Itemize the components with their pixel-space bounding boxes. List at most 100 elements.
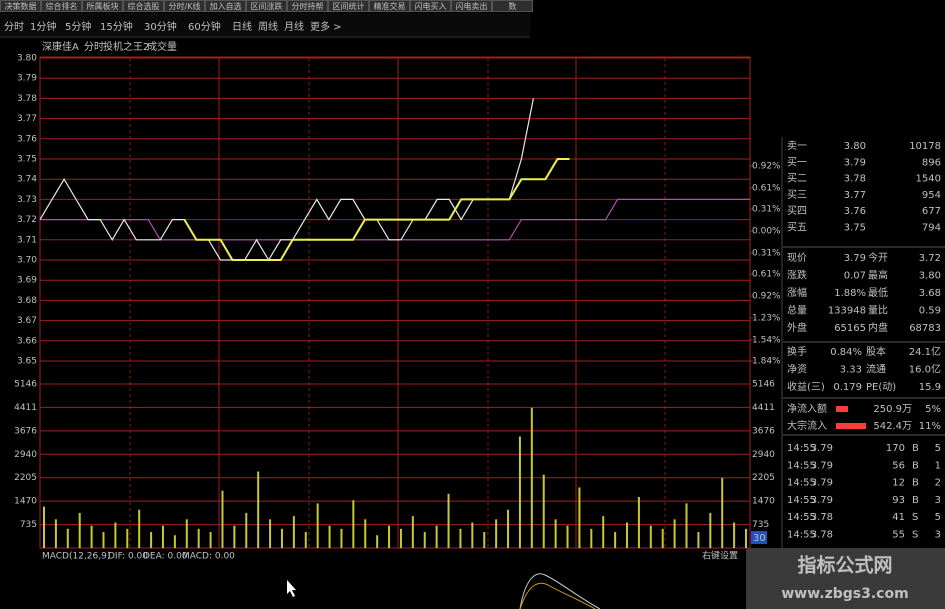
- toolbar-label[interactable]: 闪电买入: [415, 1, 447, 11]
- toolbar-label[interactable]: 所属板块: [87, 1, 119, 11]
- volume-bar: [447, 493, 450, 548]
- volume-bar: [185, 519, 188, 548]
- panel-text: 3: [935, 495, 941, 506]
- volume-bar: [90, 525, 93, 548]
- toolbar-label[interactable]: 数: [509, 1, 517, 11]
- volume-bar: [495, 519, 498, 548]
- tab[interactable]: 60分钟: [188, 20, 221, 33]
- volume-bar: [649, 525, 652, 548]
- toolbar-label[interactable]: 加入自选: [210, 1, 242, 11]
- panel-text: 3.78: [811, 530, 833, 541]
- toolbar-label[interactable]: 综合选股: [128, 1, 160, 11]
- toolbar-button[interactable]: [41, 0, 82, 12]
- volume-bar: [43, 506, 45, 548]
- panel-text: 1.88%: [834, 288, 866, 299]
- toolbar-button[interactable]: [205, 0, 246, 12]
- volume-bar: [376, 535, 379, 548]
- panel-text: 净流入额: [787, 402, 827, 415]
- settings[interactable]: 右键设置: [702, 550, 738, 562]
- toolbar-label[interactable]: 决策数据: [5, 1, 37, 11]
- toolbar-button[interactable]: [246, 0, 287, 12]
- toolbar-label[interactable]: 区间统计: [333, 1, 365, 11]
- volume-bar: [733, 522, 736, 548]
- toolbar-button[interactable]: [369, 0, 410, 12]
- panel-text: 1: [935, 460, 941, 471]
- toolbar-button[interactable]: [82, 0, 123, 12]
- panel-text: 542.4万: [873, 421, 912, 432]
- panel-text: 65165: [834, 323, 866, 334]
- tab[interactable]: 15分钟: [100, 20, 133, 33]
- period-badge: [751, 531, 767, 544]
- panel-text: 5: [935, 443, 941, 454]
- toolbar-label[interactable]: 闪电卖出: [456, 1, 488, 11]
- toolbar-button[interactable]: [451, 0, 492, 12]
- panel-text: 56: [892, 460, 905, 471]
- volume-bar: [388, 525, 391, 548]
- tab[interactable]: 日线: [232, 20, 252, 33]
- panel-text: 3.75: [844, 223, 866, 234]
- volume-bar: [745, 528, 747, 548]
- y2-tick-label: 735: [752, 520, 769, 530]
- panel-text: 3.80: [844, 141, 866, 152]
- toolbar-button[interactable]: [492, 0, 533, 12]
- macd-curve: [519, 573, 601, 609]
- flow-bar: [836, 423, 866, 429]
- panel-text: B: [912, 495, 919, 506]
- panel-text: 内盘: [868, 321, 888, 334]
- panel-text: 250.9万: [873, 404, 912, 415]
- volume-bar: [138, 509, 141, 548]
- volume-bar: [637, 497, 640, 548]
- panel-text: 量比: [868, 305, 888, 317]
- panel-text: 3.80: [919, 271, 941, 282]
- volume-bar: [173, 535, 176, 548]
- toolbar-button[interactable]: [328, 0, 369, 12]
- macd-value: MACD: 0.00: [182, 552, 235, 562]
- panel-text: 794: [922, 223, 941, 234]
- toolbar-button[interactable]: [164, 0, 205, 12]
- tab[interactable]: 1分钟: [30, 20, 56, 33]
- volume-bar: [721, 477, 724, 548]
- tab[interactable]: 月线: [284, 20, 304, 33]
- volume-bar: [423, 532, 426, 548]
- volume-bar: [150, 532, 153, 548]
- toolbar-button[interactable]: [410, 0, 451, 12]
- panel-text: 股本: [866, 345, 886, 358]
- panel-text: 14:55: [787, 495, 816, 506]
- volume-bar: [66, 528, 69, 548]
- tab[interactable]: 30分钟: [144, 20, 177, 33]
- tab[interactable]: 分时: [4, 21, 24, 33]
- toolbar-button[interactable]: [123, 0, 164, 12]
- volume-bar: [411, 516, 414, 548]
- chart-mode: 分时: [84, 41, 104, 53]
- y2-tick-label: 0.61%: [752, 183, 781, 193]
- y-tick-label: 3.69: [17, 276, 37, 286]
- y-tick-label: 3.68: [17, 296, 37, 306]
- toolbar-label[interactable]: 综合排名: [46, 1, 78, 11]
- volume-bar: [292, 516, 295, 548]
- y-tick-label: 3676: [14, 426, 37, 436]
- toolbar-label[interactable]: 精准交易: [374, 1, 406, 11]
- tab[interactable]: 周线: [258, 20, 278, 33]
- toolbar-label[interactable]: 区间涨跌: [251, 1, 283, 11]
- panel-text: 170: [886, 443, 905, 454]
- toolbar-label[interactable]: 分时持帮: [292, 1, 324, 11]
- volume-bar: [507, 509, 510, 548]
- panel-text: 3.72: [919, 253, 941, 264]
- flow-bar: [836, 406, 848, 412]
- tab[interactable]: 5分钟: [65, 20, 91, 33]
- panel-text: 0.84%: [830, 347, 862, 358]
- panel-text: S: [912, 530, 918, 541]
- toolbar-label[interactable]: 分时/K线: [169, 1, 201, 11]
- y2-tick-label: 0.31%: [752, 205, 781, 215]
- panel-text: 14:55: [787, 478, 816, 489]
- panel-text: S: [912, 512, 918, 523]
- y-tick-label: 4411: [14, 403, 37, 413]
- panel-text: 3.79: [844, 253, 866, 264]
- toolbar-button[interactable]: [287, 0, 328, 12]
- panel-text: 41: [892, 512, 905, 523]
- panel-text: 3.79: [844, 157, 866, 168]
- tab[interactable]: 更多 >: [310, 20, 342, 33]
- toolbar-button[interactable]: [0, 0, 41, 12]
- time-lines: [218, 58, 577, 548]
- y-tick-label: 2940: [14, 450, 37, 460]
